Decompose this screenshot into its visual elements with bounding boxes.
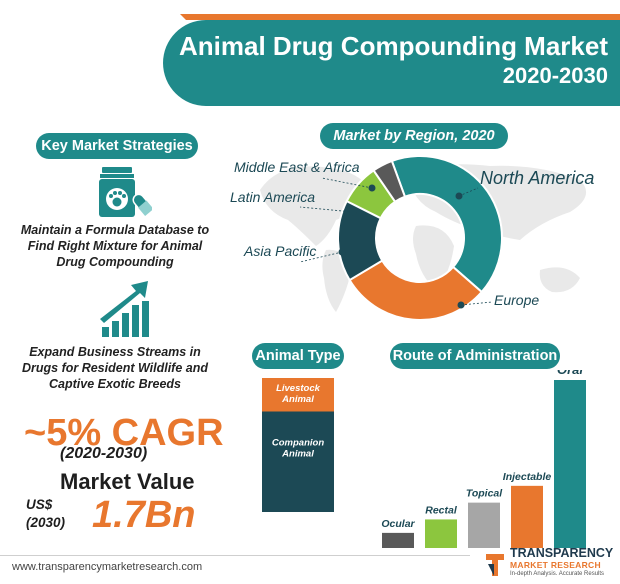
region-label-middle-east-africa: Middle East & Africa	[234, 159, 360, 175]
key-strategies-heading: Key Market Strategies	[36, 133, 198, 159]
animal-segment-label: Animal	[281, 394, 314, 405]
route-bar-rectal	[425, 519, 457, 548]
donut-slice-europe	[348, 259, 484, 321]
tmr-logo-subtitle: MARKET RESEARCH	[510, 560, 601, 570]
route-bar-label-ocular: Ocular	[381, 518, 415, 530]
footer-divider	[0, 555, 470, 556]
route-bar-injectable	[511, 485, 543, 548]
region-label-asia-pacific: Asia Pacific	[244, 243, 317, 259]
donut-slice-middle-east-africa	[372, 159, 407, 204]
route-bar-topical	[468, 502, 500, 548]
region-label-latin-america: Latin America	[230, 189, 316, 205]
market-value-currency: US$	[26, 497, 53, 512]
strategy2-line3: Captive Exotic Breeds	[49, 377, 181, 391]
animal-segment-livestock-animal	[262, 378, 334, 412]
strategy-formula-database: Maintain a Formula Database to Find Righ…	[10, 222, 220, 270]
tmr-logo-icon	[486, 554, 504, 576]
strategy2-line2: Drugs for Resident Wildlife and	[21, 361, 208, 375]
market-value-year: (2030)	[26, 515, 66, 530]
strategy-expand-business: Expand Business Streams in Drugs for Res…	[10, 344, 220, 392]
region-donut-chart	[337, 155, 503, 321]
cagr-period: (2020-2030)	[60, 445, 148, 462]
footer-website[interactable]: www.transparencymarketresearch.com	[12, 561, 203, 573]
growth-chart-icon	[100, 281, 149, 337]
donut-slice-north-america	[390, 155, 503, 294]
page-title: Animal Drug Compounding Market	[179, 31, 608, 61]
title-banner	[163, 14, 620, 106]
medicine-jar-icon	[99, 167, 152, 217]
animal-segment-label: Animal	[281, 449, 314, 460]
cagr-value: ~5% CAGR	[24, 412, 224, 454]
market-value-label: Market Value	[60, 469, 195, 494]
strategy1-line1: Maintain a Formula Database to	[20, 223, 210, 237]
animal-segment-companion-animal	[262, 411, 334, 512]
region-label-europe: Europe	[494, 292, 540, 308]
route-bar-label-oral: Oral	[557, 370, 583, 377]
animal-type-title: Animal Type	[252, 343, 344, 369]
route-bar-oral	[554, 380, 586, 548]
tmr-logo-tagline: In-depth Analysis. Accurate Results	[510, 571, 605, 577]
region-chart-title: Market by Region, 2020	[320, 123, 508, 149]
market-value: 1.7Bn	[92, 494, 196, 536]
route-bar-ocular	[382, 532, 414, 548]
route-of-administration-title: Route of Administration	[390, 343, 560, 369]
tmr-logo-wordmark: TRANSPARENCY	[510, 546, 614, 560]
animal-segment-label: Livestock	[276, 383, 321, 394]
route-bar-label-injectable: Injectable	[503, 471, 552, 483]
animal-segment-label: Companion	[272, 438, 324, 449]
page-subtitle: 2020-2030	[502, 63, 608, 88]
strategy2-line1: Expand Business Streams in	[29, 345, 201, 359]
route-bar-label-topical: Topical	[466, 488, 503, 500]
strategy1-line3: Drug Compounding	[56, 255, 174, 269]
region-label-north-america: North America	[480, 168, 595, 188]
route-bar-label-rectal: Rectal	[425, 504, 458, 516]
strategy1-line2: Find Right Mixture for Animal	[27, 239, 203, 253]
